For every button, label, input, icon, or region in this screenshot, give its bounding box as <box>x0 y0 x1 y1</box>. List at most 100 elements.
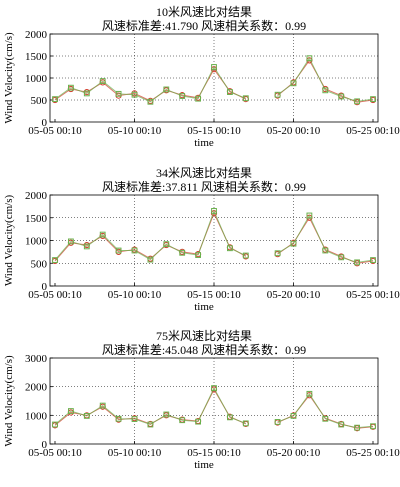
chart-title: 34米风速比对结果 <box>156 166 252 180</box>
y-tick-label: 0 <box>42 117 48 129</box>
series-line <box>277 57 374 102</box>
data-point-model <box>52 421 58 428</box>
data-point-model <box>52 96 58 103</box>
series-observed <box>51 210 377 267</box>
data-point-model <box>370 423 376 430</box>
series-line <box>54 211 247 262</box>
y-tick-label: 0 <box>42 281 48 293</box>
x-tick-label: 05-15 00:10 <box>187 125 241 137</box>
data-point-model <box>131 416 138 422</box>
y-tick-label: 1000 <box>25 236 48 248</box>
series-line <box>54 386 246 426</box>
data-point-model <box>306 55 313 62</box>
data-point-model <box>52 257 58 263</box>
data-point-model <box>99 231 106 238</box>
y-tick-label: 2000 <box>25 382 48 394</box>
plot-frame <box>49 33 379 123</box>
series-line <box>277 392 374 429</box>
data-point-model <box>179 93 186 99</box>
y-tick-label: 0 <box>42 439 48 451</box>
x-tick-label: 05-25 00:10 <box>346 447 400 459</box>
data-point-model <box>354 98 361 105</box>
data-point-model <box>242 252 249 259</box>
data-point-model <box>163 86 170 93</box>
y-axis-label: Wind Velocity(cm/s) <box>3 32 15 124</box>
x-tick-label: 05-20 00:10 <box>267 125 321 137</box>
x-tick-label: 05-25 00:10 <box>346 289 400 301</box>
data-point-model <box>131 247 138 254</box>
x-tick-label: 05-10 00:10 <box>108 447 162 459</box>
data-point-model <box>131 91 138 98</box>
data-point-model <box>338 93 345 100</box>
data-point-model <box>322 247 329 254</box>
chart-subtitle: 风速标准差:45.048 风速相关系数：0.99 <box>102 342 306 357</box>
x-axis-label: time <box>194 459 214 471</box>
x-tick-label: 05-25 00:10 <box>346 125 400 137</box>
data-point-model <box>338 254 345 261</box>
data-point-model <box>179 417 186 424</box>
data-point-model <box>211 385 217 392</box>
data-point-model <box>99 402 106 409</box>
data-point-model <box>338 421 345 428</box>
series-line <box>277 394 374 429</box>
x-tick-label: 05-20 00:10 <box>267 289 321 301</box>
data-point-model <box>83 90 90 97</box>
y-tick-label: 2000 <box>25 190 48 202</box>
x-tick-label: 05-20 00:10 <box>267 447 321 459</box>
data-point-model <box>370 257 376 263</box>
x-tick-label: 05-05 00:10 <box>28 125 82 137</box>
data-point-model <box>274 91 281 98</box>
data-point-model <box>227 414 233 421</box>
series-line <box>54 65 246 103</box>
y-tick-label: 1500 <box>25 51 48 63</box>
data-point-model <box>274 250 281 257</box>
data-point-model <box>115 90 122 97</box>
data-point-model <box>242 95 249 102</box>
data-point-model <box>99 78 106 84</box>
data-point-model <box>290 240 297 247</box>
x-tick-label: 05-05 00:10 <box>28 447 82 459</box>
data-point-model <box>147 421 154 428</box>
y-tick-label: 500 <box>31 258 48 270</box>
series-model <box>52 208 376 266</box>
chart-title: 75米风速比对结果 <box>156 329 252 343</box>
x-axis-label: time <box>194 301 214 313</box>
x-tick-label: 05-05 00:10 <box>28 289 82 301</box>
data-point-model <box>115 247 122 254</box>
series-line <box>54 68 247 102</box>
data-point-model <box>147 98 154 105</box>
data-point-model <box>163 241 170 248</box>
data-point-model <box>68 84 74 91</box>
x-tick-label: 05-15 00:10 <box>187 447 241 459</box>
x-tick-label: 05-15 00:10 <box>187 289 241 301</box>
data-point-model <box>163 411 170 418</box>
data-point-model <box>179 249 186 256</box>
data-point-model <box>370 96 376 103</box>
x-tick-label: 05-10 00:10 <box>108 289 162 301</box>
data-point-model <box>242 420 249 427</box>
data-point-model <box>68 408 74 414</box>
chart-title: 10米风速比对结果 <box>156 5 252 19</box>
data-point-model <box>211 208 217 214</box>
data-point-model <box>195 95 201 102</box>
series-model <box>52 385 376 431</box>
data-point-model <box>354 259 361 266</box>
data-point-model <box>195 418 201 425</box>
data-point-model <box>83 413 90 419</box>
y-tick-label: 1500 <box>25 213 48 225</box>
data-point-model <box>115 415 122 422</box>
data-point-model <box>290 80 297 87</box>
series-model <box>52 55 376 105</box>
x-tick-label: 05-10 00:10 <box>108 125 162 137</box>
y-axis-label: Wind Velocity(cm/s) <box>3 355 15 447</box>
data-point-model <box>354 424 361 431</box>
data-point-model <box>322 415 329 422</box>
chart-subtitle: 风速标准差:41.790 风速相关系数：0.99 <box>102 18 306 33</box>
chart-subtitle: 风速标准差:37.811 风速相关系数：0.99 <box>102 179 306 194</box>
y-tick-label: 2000 <box>25 29 48 41</box>
data-point-model <box>227 245 233 252</box>
data-point-model <box>290 413 297 419</box>
